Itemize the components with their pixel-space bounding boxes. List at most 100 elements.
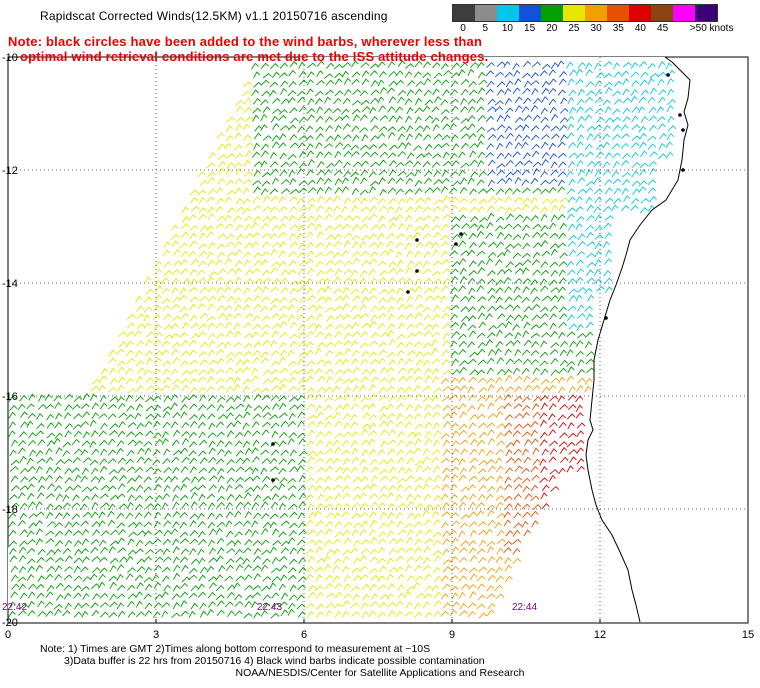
wind-barb xyxy=(234,431,244,439)
wind-barb xyxy=(161,384,171,391)
wind-barb xyxy=(270,485,279,492)
wind-barb xyxy=(531,143,540,150)
wind-barb xyxy=(189,486,199,492)
wind-barb xyxy=(99,402,108,410)
wind-barb xyxy=(342,302,350,310)
wind-barb xyxy=(558,321,567,328)
wind-barb xyxy=(307,584,317,592)
wind-barb xyxy=(289,287,298,295)
wind-barb xyxy=(540,340,548,348)
wind-barb xyxy=(143,441,153,447)
wind-barb xyxy=(522,203,530,211)
wind-barb xyxy=(206,493,216,500)
wind-barb xyxy=(395,70,404,77)
wind-barb xyxy=(343,386,352,394)
wind-barb xyxy=(378,126,388,132)
wind-barb xyxy=(396,484,404,492)
wind-barb xyxy=(414,60,423,68)
legend-label: 35 xyxy=(612,23,624,34)
wind-barb xyxy=(242,187,250,195)
wind-barb xyxy=(386,205,395,214)
wind-barb xyxy=(117,402,126,410)
wind-barb xyxy=(566,132,575,140)
wind-barb xyxy=(404,414,414,420)
wind-barb xyxy=(360,144,369,151)
wind-barb xyxy=(505,374,513,382)
wind-barb xyxy=(235,152,244,160)
wind-barb xyxy=(253,252,262,259)
wind-barb xyxy=(577,286,587,293)
wind-barb xyxy=(485,528,493,536)
wind-barb xyxy=(272,123,280,131)
wind-barb xyxy=(278,531,287,538)
quality-flag-dot xyxy=(415,269,419,273)
wind-barb xyxy=(368,144,378,151)
quality-flag-dot xyxy=(406,290,410,294)
wind-barb xyxy=(242,378,252,385)
wind-barb xyxy=(414,107,423,114)
wind-barb xyxy=(422,385,432,392)
wind-barb xyxy=(549,469,559,475)
wind-barb xyxy=(496,529,505,537)
wind-barb xyxy=(314,214,323,222)
wind-barb xyxy=(207,176,215,184)
wind-barb xyxy=(99,493,109,499)
wind-barb xyxy=(621,171,631,178)
wind-barb xyxy=(109,396,119,402)
wind-barb xyxy=(575,340,584,347)
wind-barb xyxy=(170,368,179,376)
wind-barb xyxy=(271,330,279,338)
wind-barb xyxy=(117,610,126,618)
wind-barb xyxy=(369,63,379,70)
wind-barb xyxy=(262,594,271,601)
wind-barb xyxy=(631,197,640,205)
wind-barb xyxy=(333,97,342,105)
wind-barb xyxy=(172,357,180,365)
wind-barb xyxy=(451,430,460,438)
wind-barb xyxy=(316,557,326,564)
wind-barb xyxy=(279,169,288,177)
wind-barb xyxy=(278,502,286,510)
wind-barb xyxy=(415,351,424,358)
wind-barb xyxy=(46,440,55,447)
wind-barb xyxy=(269,521,277,529)
wind-barb xyxy=(495,188,505,195)
wind-barb xyxy=(45,447,53,456)
wind-barb xyxy=(89,459,99,466)
wind-barb xyxy=(487,106,497,112)
wind-barb xyxy=(504,286,512,293)
wind-barb xyxy=(315,404,323,412)
wind-barb xyxy=(360,539,370,545)
wind-barb xyxy=(143,530,152,537)
wind-barb xyxy=(567,394,577,401)
wind-barb xyxy=(350,421,359,429)
wind-barb xyxy=(450,116,460,123)
wind-barb xyxy=(298,377,307,385)
wind-barb xyxy=(92,593,100,600)
wind-barb xyxy=(325,520,334,528)
wind-barb xyxy=(485,394,494,402)
wind-barb xyxy=(432,305,441,312)
wind-barb xyxy=(307,294,316,302)
wind-barb xyxy=(532,168,540,176)
wind-barb xyxy=(450,72,460,79)
wind-barb xyxy=(333,240,342,248)
wind-barb xyxy=(135,295,143,303)
wind-barb xyxy=(549,305,559,312)
wind-barb xyxy=(306,519,314,527)
wind-barb xyxy=(413,341,423,348)
wind-barb xyxy=(262,339,271,347)
wind-barb xyxy=(324,107,333,115)
wind-barb xyxy=(342,413,351,420)
wind-barb xyxy=(350,269,359,277)
wind-barb xyxy=(521,169,531,176)
wind-barb xyxy=(639,162,649,169)
wind-barb xyxy=(109,581,117,589)
wind-barb xyxy=(558,467,566,475)
wind-barb xyxy=(460,162,470,169)
wind-barb xyxy=(586,261,596,268)
wind-barb xyxy=(398,322,405,330)
wind-barb xyxy=(253,259,262,267)
wind-barb xyxy=(305,494,314,501)
wind-barb xyxy=(504,320,513,328)
